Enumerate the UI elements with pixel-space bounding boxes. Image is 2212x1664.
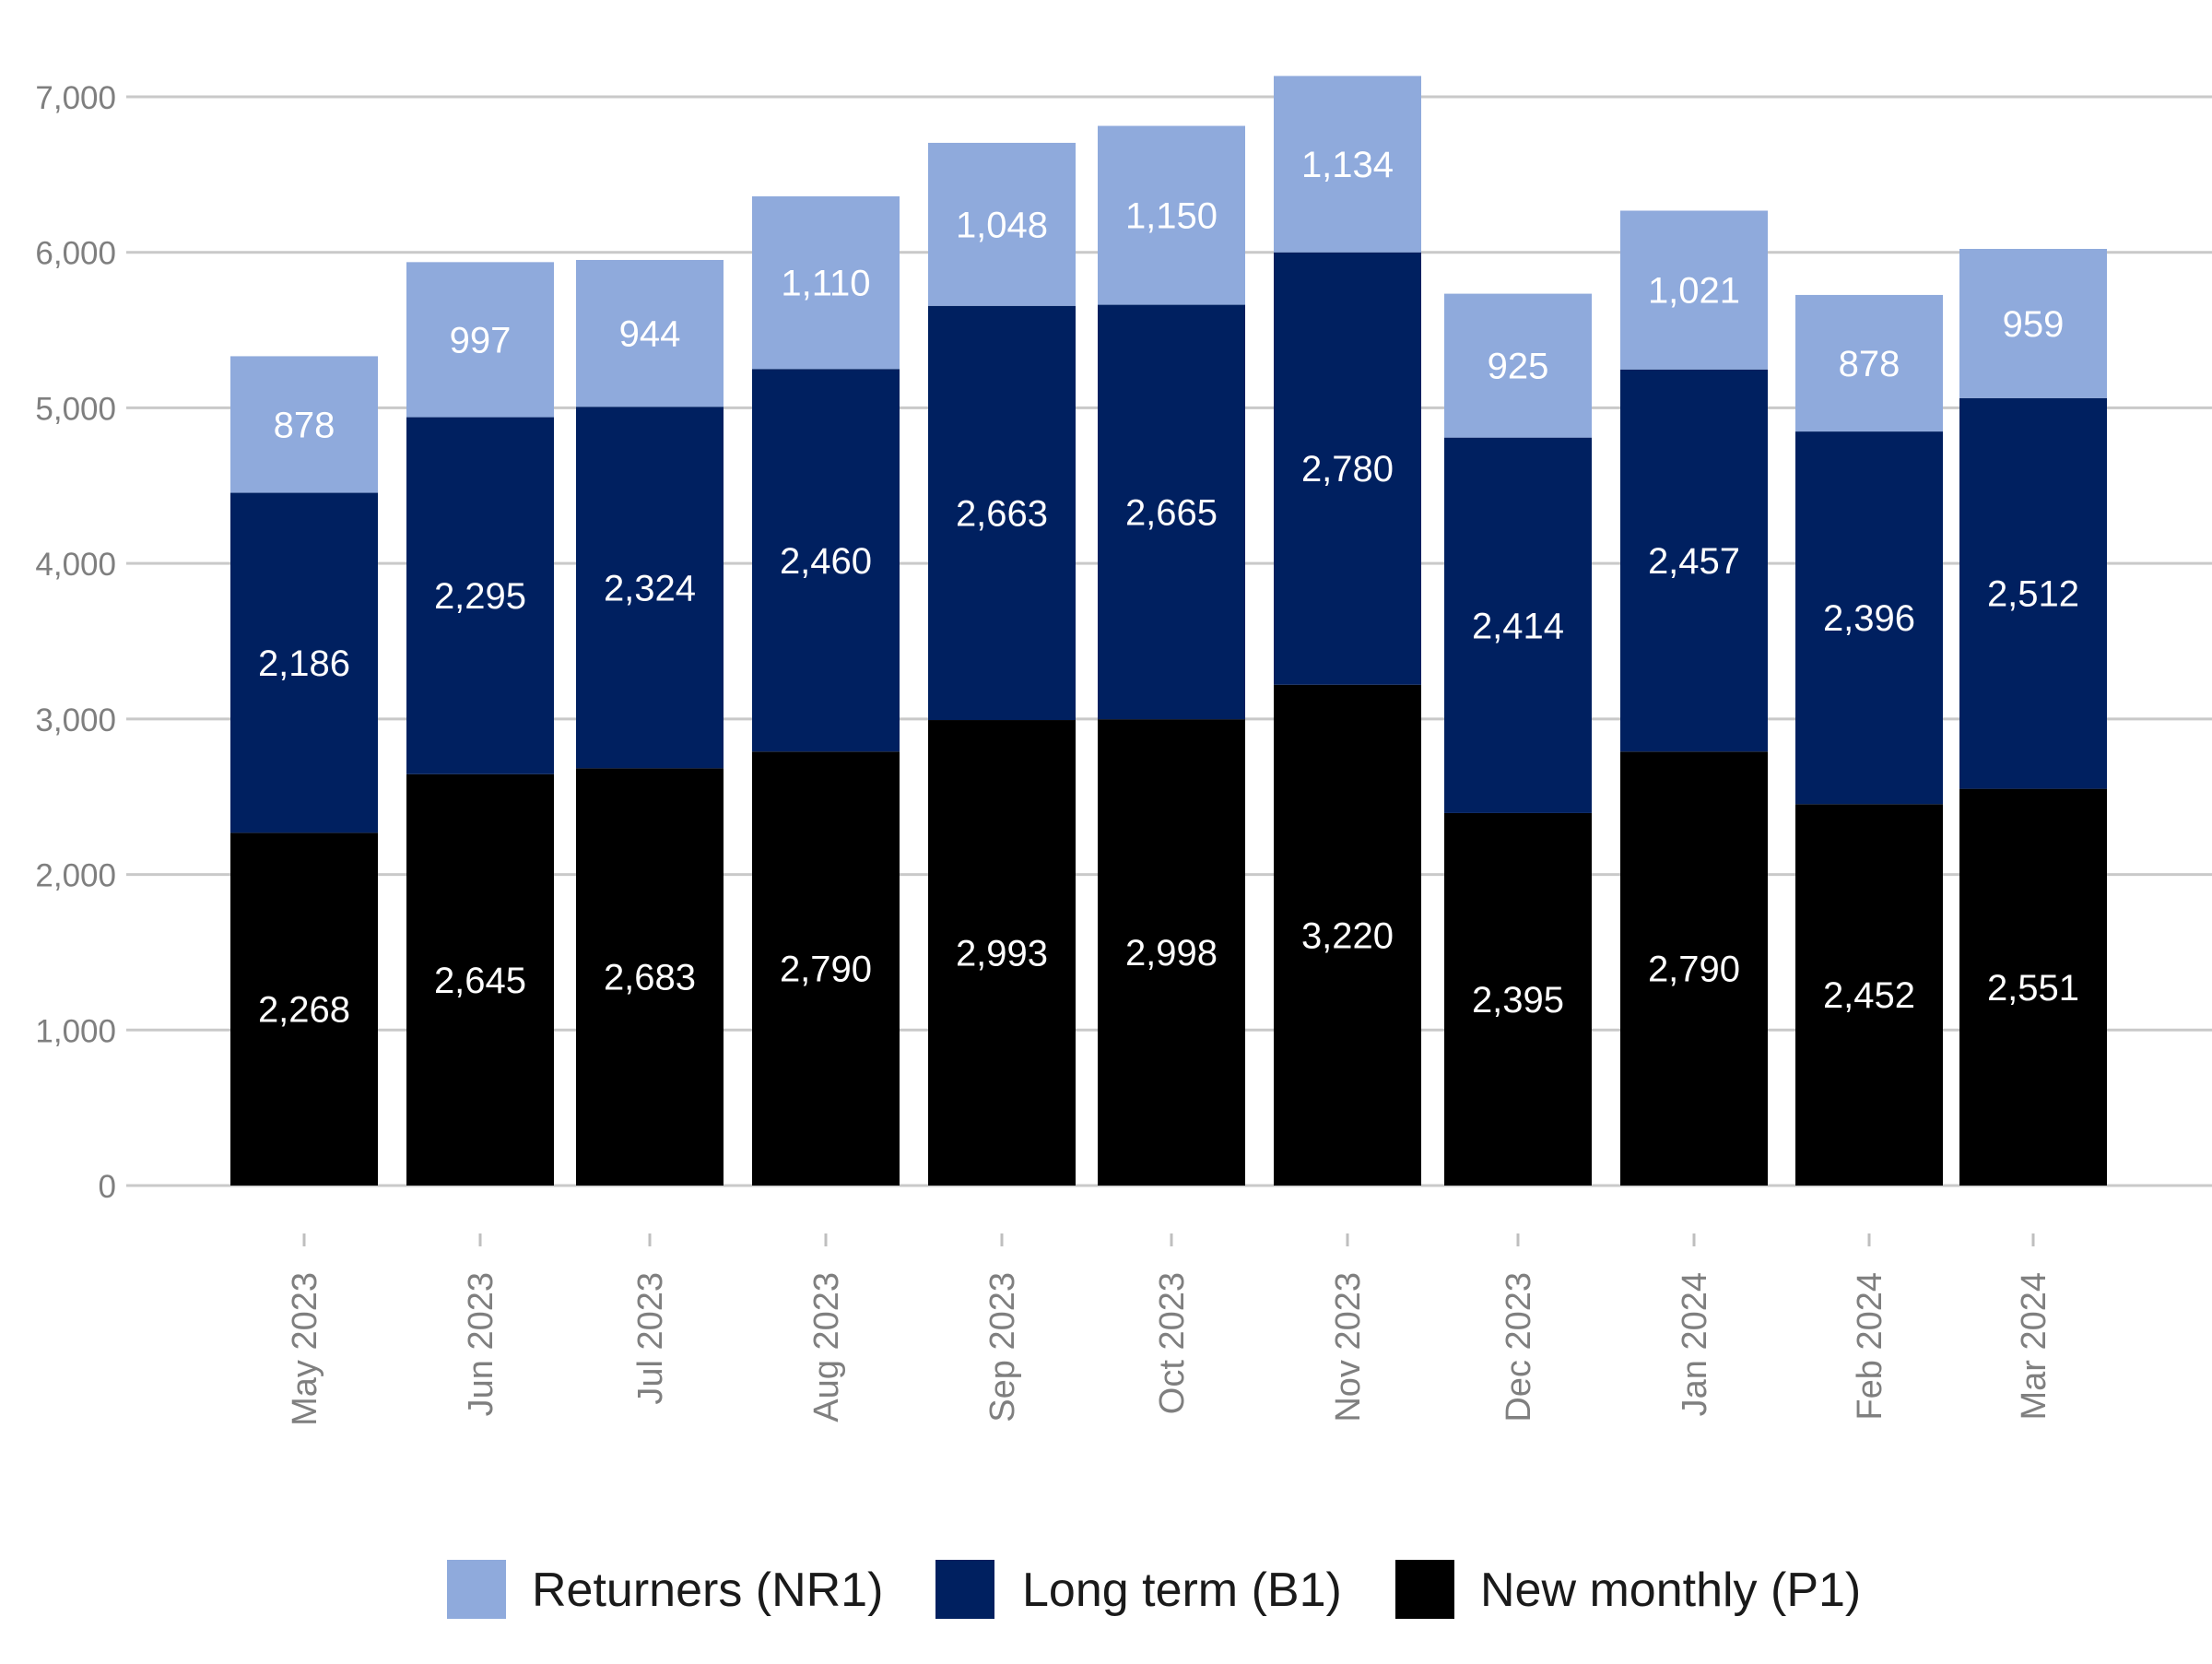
bar-segment bbox=[576, 259, 724, 407]
bar-segment bbox=[752, 369, 900, 752]
bar-segment bbox=[1795, 294, 1943, 432]
bar-segment bbox=[1959, 397, 2107, 789]
y-tick-label: 1,000 bbox=[35, 1013, 116, 1049]
data-label: 2,460 bbox=[780, 541, 872, 582]
legend-label: Returners (NR1) bbox=[532, 1564, 883, 1617]
bar-segment bbox=[230, 832, 378, 1186]
bar-segment bbox=[406, 417, 554, 774]
data-label: 997 bbox=[450, 320, 512, 360]
x-tick-label: Jan 2024 bbox=[1676, 1272, 1714, 1416]
data-label: 2,790 bbox=[780, 950, 872, 990]
data-label: 2,324 bbox=[604, 568, 696, 608]
x-tick-label: Nov 2023 bbox=[1329, 1272, 1368, 1422]
legend-label: Long term (B1) bbox=[1022, 1564, 1342, 1617]
x-axis-ticks: May 2023 Jun 2023 Jul 2023 Aug 2023 Sep 2023… bbox=[286, 1233, 2053, 1426]
x-tick-label: Feb 2024 bbox=[1851, 1272, 1889, 1421]
y-tick-label: 5,000 bbox=[35, 391, 116, 427]
data-label: 3,220 bbox=[1301, 915, 1394, 956]
data-label: 2,780 bbox=[1301, 449, 1394, 490]
legend-label: New monthly (P1) bbox=[1480, 1564, 1861, 1617]
data-label: 2,414 bbox=[1472, 606, 1564, 646]
bar-segment bbox=[406, 262, 554, 418]
data-label: 2,512 bbox=[1987, 574, 2079, 615]
bar-segment bbox=[1795, 431, 1943, 805]
x-tick-label: May 2023 bbox=[286, 1272, 324, 1426]
y-axis-ticks: 0 1,000 2,000 3,000 4,000 5,000 6,000 7,000 bbox=[35, 80, 116, 1205]
y-tick-label: 2,000 bbox=[35, 858, 116, 894]
bar-segment bbox=[928, 142, 1076, 306]
bar-segment bbox=[1444, 293, 1592, 438]
data-label: 2,551 bbox=[1987, 968, 2079, 1009]
data-label: 2,663 bbox=[956, 493, 1048, 534]
x-tick-label: Aug 2023 bbox=[807, 1272, 846, 1422]
bar-segment bbox=[1620, 210, 1768, 370]
x-tick-label: Jun 2023 bbox=[462, 1272, 500, 1416]
data-label: 2,396 bbox=[1823, 598, 1915, 639]
x-tick-label: Mar 2024 bbox=[2015, 1272, 2053, 1421]
bar-segment bbox=[1098, 304, 1245, 720]
legend-swatch bbox=[935, 1560, 994, 1619]
legend: Returners (NR1) Long term (B1) New monthly… bbox=[447, 1560, 1861, 1619]
bar-segment bbox=[1620, 751, 1768, 1186]
data-labels: 2,268 2,186 878 2,645 2,295 997 2,683 2,324 944 2… bbox=[258, 145, 2079, 1031]
data-label: 2,295 bbox=[434, 576, 526, 617]
bar-segment bbox=[1795, 804, 1943, 1186]
data-label: 2,790 bbox=[1648, 950, 1740, 990]
bar-segment bbox=[230, 356, 378, 493]
x-tick-label: Oct 2023 bbox=[1153, 1272, 1192, 1414]
y-tick-label: 0 bbox=[99, 1169, 116, 1205]
bar-segment bbox=[1098, 125, 1245, 305]
data-label: 2,645 bbox=[434, 961, 526, 1001]
data-label: 1,110 bbox=[781, 264, 870, 304]
y-tick-label: 4,000 bbox=[35, 547, 116, 583]
bar-segment bbox=[752, 195, 900, 370]
bar-segment bbox=[752, 751, 900, 1186]
data-label: 2,683 bbox=[604, 958, 696, 998]
data-label: 878 bbox=[1839, 344, 1900, 384]
data-label: 1,021 bbox=[1648, 271, 1740, 312]
bar-segment bbox=[1959, 249, 2107, 398]
data-label: 944 bbox=[619, 314, 681, 355]
data-label: 2,395 bbox=[1472, 980, 1564, 1021]
data-label: 959 bbox=[2003, 304, 2065, 345]
bar-segment bbox=[1098, 719, 1245, 1186]
legend-swatch bbox=[1395, 1560, 1454, 1619]
data-label: 2,665 bbox=[1125, 492, 1218, 533]
bar-segment bbox=[1274, 684, 1421, 1186]
data-label: 925 bbox=[1488, 347, 1549, 387]
x-tick-label: Jul 2023 bbox=[631, 1272, 670, 1405]
bar-segment bbox=[928, 305, 1076, 721]
bar-segment bbox=[1959, 788, 2107, 1186]
data-label: 1,134 bbox=[1301, 145, 1394, 185]
bar-segment bbox=[928, 720, 1076, 1186]
data-label: 2,457 bbox=[1648, 541, 1740, 582]
y-tick-label: 3,000 bbox=[35, 702, 116, 738]
data-label: 1,150 bbox=[1125, 196, 1218, 237]
bar-segment bbox=[1444, 437, 1592, 813]
data-label: 2,993 bbox=[956, 934, 1048, 974]
y-tick-label: 7,000 bbox=[35, 80, 116, 116]
x-tick-label: Dec 2023 bbox=[1500, 1272, 1538, 1422]
data-label: 2,452 bbox=[1823, 975, 1915, 1016]
bars bbox=[230, 76, 2107, 1186]
data-label: 2,268 bbox=[258, 990, 350, 1031]
y-tick-label: 6,000 bbox=[35, 236, 116, 272]
bar-segment bbox=[1274, 76, 1421, 253]
data-label: 1,048 bbox=[956, 205, 1048, 245]
bar-segment bbox=[406, 773, 554, 1186]
bar-segment bbox=[576, 407, 724, 769]
legend-swatch bbox=[447, 1560, 506, 1619]
x-tick-label: Sep 2023 bbox=[983, 1272, 1022, 1422]
bar-segment bbox=[576, 768, 724, 1186]
bar-segment bbox=[1444, 812, 1592, 1186]
data-label: 878 bbox=[274, 405, 335, 445]
data-label: 2,186 bbox=[258, 643, 350, 684]
data-label: 2,998 bbox=[1125, 933, 1218, 974]
bar-segment bbox=[1274, 252, 1421, 685]
bar-segment bbox=[230, 492, 378, 833]
bar-segment bbox=[1620, 369, 1768, 752]
